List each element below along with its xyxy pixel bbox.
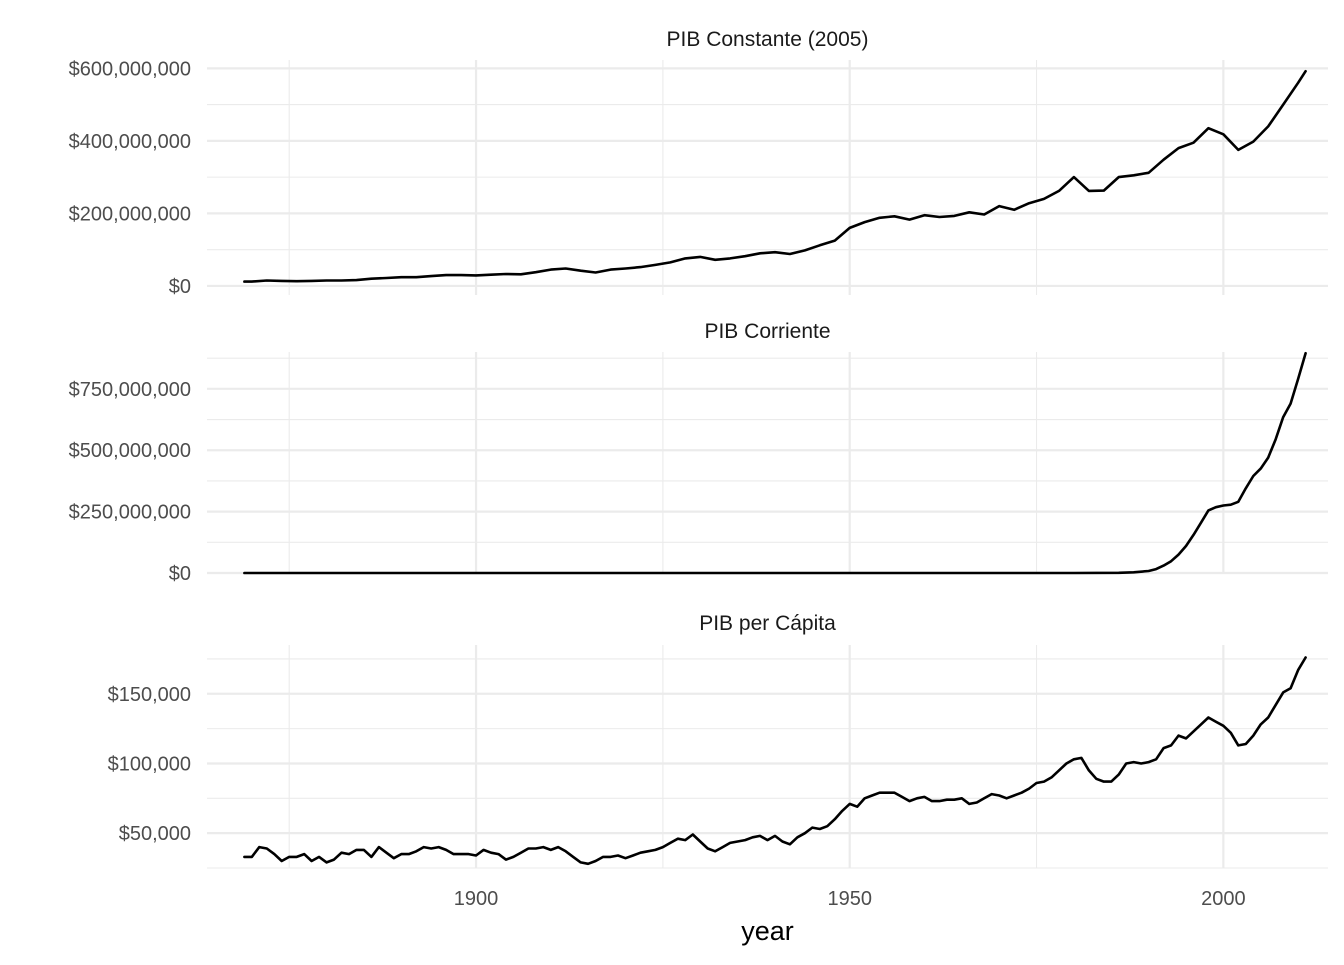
y-tick-label: $600,000,000: [69, 58, 191, 80]
panel-title: PIB per Cápita: [699, 612, 836, 635]
x-tick-label: 2000: [1201, 888, 1246, 910]
y-tick-label: $250,000,000: [69, 502, 191, 524]
y-tick-label: $100,000: [108, 753, 191, 775]
y-tick-label: $200,000,000: [69, 203, 191, 225]
series-line: [243, 69, 1307, 283]
text-layer: $0 $200,000,000 $400,000,000 $600,000,000 PI…: [69, 28, 1246, 946]
y-tick-label: $0: [169, 563, 191, 585]
series-layer: [243, 69, 1307, 866]
x-axis-title: year: [741, 916, 794, 946]
panel-title: PIB Constante (2005): [667, 28, 869, 51]
y-tick-label: $400,000,000: [69, 131, 191, 153]
grid-layer: [207, 60, 1328, 869]
x-tick-label: 1950: [827, 888, 872, 910]
panel-title: PIB Corriente: [704, 320, 830, 343]
y-tick-label: $50,000: [119, 823, 191, 845]
x-tick-label: 1900: [454, 888, 499, 910]
y-tick-label: $750,000,000: [69, 379, 191, 401]
y-tick-label: $500,000,000: [69, 440, 191, 462]
series-line: [243, 351, 1307, 575]
y-tick-label: $0: [169, 276, 191, 298]
series-line: [243, 656, 1307, 866]
y-tick-label: $150,000: [108, 684, 191, 706]
